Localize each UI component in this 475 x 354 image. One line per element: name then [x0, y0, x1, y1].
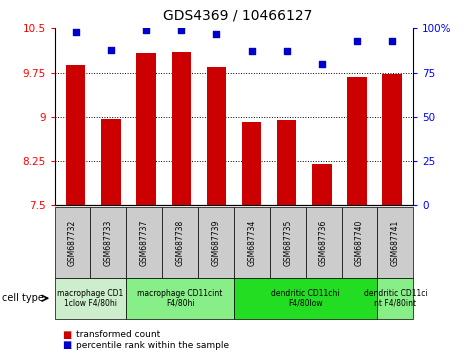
Point [72, 29, 79, 35]
Text: GSM687734: GSM687734 [247, 219, 257, 266]
Bar [171, 52, 191, 205]
Text: percentile rank within the sample: percentile rank within the sample [76, 341, 229, 350]
Point [353, 38, 361, 44]
Text: GSM687739: GSM687739 [211, 219, 220, 266]
Point [107, 47, 114, 52]
Bar [66, 65, 86, 205]
Text: GSM687736: GSM687736 [319, 219, 328, 266]
Bar [277, 120, 296, 205]
Text: transformed count: transformed count [76, 330, 160, 339]
Bar [136, 53, 156, 205]
Point [177, 27, 185, 33]
Text: GSM687735: GSM687735 [283, 219, 292, 266]
Point [389, 38, 396, 44]
Text: cell type: cell type [2, 293, 44, 303]
Text: GSM687738: GSM687738 [176, 219, 185, 266]
Bar [347, 77, 367, 205]
Point [318, 61, 326, 67]
Text: macrophage CD1
1clow F4/80hi: macrophage CD1 1clow F4/80hi [57, 289, 124, 308]
Text: ■: ■ [62, 330, 71, 339]
Text: dendritic CD11chi
F4/80low: dendritic CD11chi F4/80low [271, 289, 340, 308]
Text: dendritic CD11ci
nt F4/80int: dendritic CD11ci nt F4/80int [363, 289, 427, 308]
Text: macrophage CD11cint
F4/80hi: macrophage CD11cint F4/80hi [137, 289, 223, 308]
Text: ■: ■ [62, 340, 71, 350]
Point [283, 48, 291, 54]
Text: GSM687740: GSM687740 [355, 219, 364, 266]
Point [142, 27, 150, 33]
Text: GSM687741: GSM687741 [391, 219, 400, 266]
Text: GSM687732: GSM687732 [68, 219, 77, 266]
Point [248, 48, 256, 54]
Bar [242, 121, 261, 205]
Bar [101, 119, 121, 205]
Bar [207, 67, 226, 205]
Bar [312, 164, 332, 205]
Bar [382, 74, 402, 205]
Text: GSM687733: GSM687733 [104, 219, 113, 266]
Text: GSM687737: GSM687737 [140, 219, 149, 266]
Point [212, 31, 220, 36]
Text: GDS4369 / 10466127: GDS4369 / 10466127 [163, 9, 312, 23]
